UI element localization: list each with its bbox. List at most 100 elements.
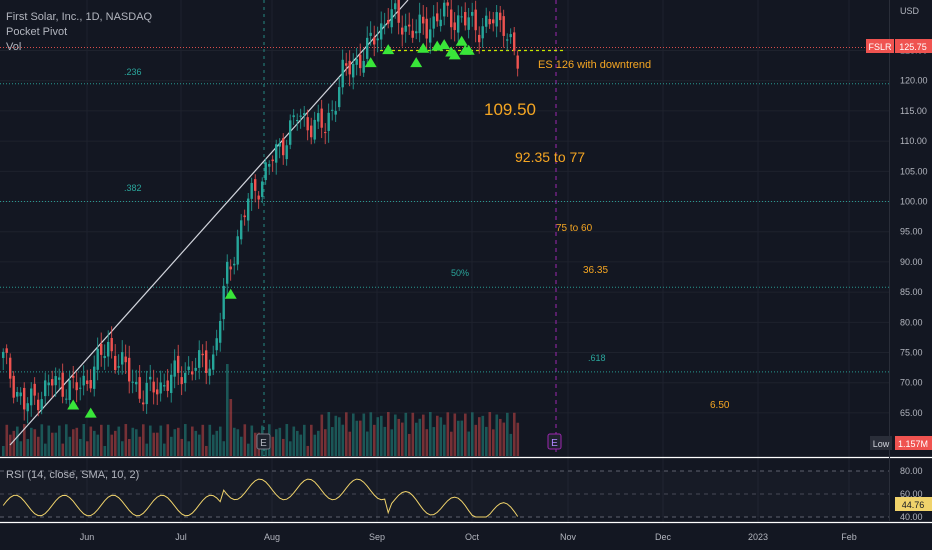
- fib-label-236: .236: [124, 67, 142, 77]
- volume-bar: [334, 415, 338, 456]
- candle-body: [212, 354, 215, 370]
- volume-bar: [198, 434, 201, 456]
- rsi-title[interactable]: RSI (14, close, SMA, 10, 2): [6, 469, 140, 481]
- candle-body: [208, 368, 211, 376]
- volume-bar: [394, 414, 397, 456]
- volume-bar: [208, 424, 212, 456]
- candle-body: [135, 381, 138, 385]
- candle-body: [9, 357, 12, 379]
- candle-body: [499, 12, 502, 21]
- candle-body: [26, 403, 29, 412]
- indicator-volume[interactable]: Vol: [6, 41, 22, 53]
- candle-body: [2, 351, 5, 358]
- volume-bar: [26, 438, 30, 456]
- candle-body: [282, 138, 285, 156]
- price-tick-label: 70.00: [900, 378, 923, 388]
- candle-body: [110, 338, 113, 352]
- candle-body: [467, 17, 470, 30]
- candle-body: [264, 162, 267, 181]
- fib-label-50: 50%: [451, 268, 469, 278]
- candle-body: [170, 374, 173, 393]
- candle-body: [418, 14, 421, 34]
- candle-body: [131, 381, 134, 383]
- ticker-badge-label: FSLR: [868, 42, 892, 52]
- candle-body: [341, 59, 344, 88]
- volume-bar: [37, 436, 40, 456]
- volume-bar: [243, 424, 247, 456]
- volume-bar: [170, 436, 173, 456]
- candle-body: [453, 22, 456, 31]
- indicator-pocket-pivot[interactable]: Pocket Pivot: [6, 26, 68, 38]
- volume-bar: [23, 424, 26, 456]
- time-tick-label: 2023: [748, 532, 768, 542]
- price-tick-label: 90.00: [900, 257, 923, 267]
- volume-bar: [299, 434, 303, 456]
- volume-bar: [75, 427, 79, 456]
- symbol-title[interactable]: First Solar, Inc., 1D, NASDAQ: [6, 11, 153, 23]
- time-tick-label: Sep: [369, 532, 385, 542]
- volume-badge-value: 1.157M: [898, 439, 928, 449]
- volume-bar: [2, 446, 5, 456]
- volume-bar: [107, 424, 110, 456]
- candle-body: [317, 113, 320, 122]
- candle-body: [296, 120, 299, 122]
- candle-body: [180, 377, 183, 385]
- candle-body: [334, 110, 337, 115]
- volume-bar: [68, 436, 72, 456]
- volume-bar: [12, 430, 16, 456]
- pocket-pivot-marker: [382, 44, 395, 55]
- volume-bar: [408, 433, 411, 456]
- candle-body: [5, 348, 8, 353]
- earnings-markers: E E: [256, 433, 562, 450]
- candle-body: [177, 355, 180, 373]
- note-es-126: ES 126 with downtrend: [538, 59, 651, 71]
- candle-body: [369, 32, 372, 36]
- volume-bar: [355, 420, 359, 456]
- candle-body: [124, 356, 127, 363]
- candle-body: [492, 19, 495, 24]
- annotations: .236 .382 50% .618 ES 126 with downtrend…: [124, 59, 730, 411]
- candle-body: [229, 266, 232, 270]
- candle-body: [502, 16, 505, 36]
- candle-body: [114, 355, 117, 370]
- volume-bar: [222, 441, 226, 456]
- volume-bar: [135, 429, 138, 456]
- candle-body: [310, 125, 313, 138]
- price-tick-label: 95.00: [900, 227, 923, 237]
- candle-body: [303, 113, 306, 116]
- pocket-pivot-markers: [67, 35, 475, 418]
- candle-body: [306, 117, 309, 131]
- candle-body: [488, 18, 491, 25]
- volume-bar: [114, 430, 117, 456]
- volume-bar: [460, 420, 464, 456]
- volume-bar: [425, 429, 429, 456]
- volume-bar: [292, 426, 296, 456]
- pocket-pivot-marker: [67, 399, 80, 410]
- volume-bar: [30, 427, 33, 456]
- price-tick-label: 115.00: [900, 106, 927, 116]
- earnings-marker-aug[interactable]: [256, 433, 271, 450]
- ticker-badge-bg: [866, 39, 894, 53]
- candle-body: [240, 220, 243, 240]
- earnings-marker-aug-label: E: [260, 438, 267, 449]
- candle-body: [324, 132, 327, 134]
- candle-body: [103, 355, 106, 359]
- pocket-pivot-marker: [459, 44, 472, 55]
- volume-bar: [142, 424, 145, 456]
- volume-bar: [33, 429, 37, 456]
- volume-bar: [58, 425, 61, 456]
- rsi-badge-bg: [895, 497, 932, 511]
- candle-body: [138, 377, 141, 399]
- candle-body: [509, 34, 512, 38]
- candle-body: [429, 29, 432, 43]
- volume-bar: [110, 434, 114, 456]
- candle-body: [436, 13, 439, 22]
- volume-bar: [331, 427, 334, 456]
- volume-bar: [44, 443, 47, 456]
- rsi-tick-label: 60.00: [900, 489, 923, 499]
- volume-bar: [282, 438, 285, 456]
- candle-body: [233, 263, 236, 266]
- volume-bar: [439, 417, 443, 456]
- earnings-marker-nov[interactable]: [547, 433, 562, 450]
